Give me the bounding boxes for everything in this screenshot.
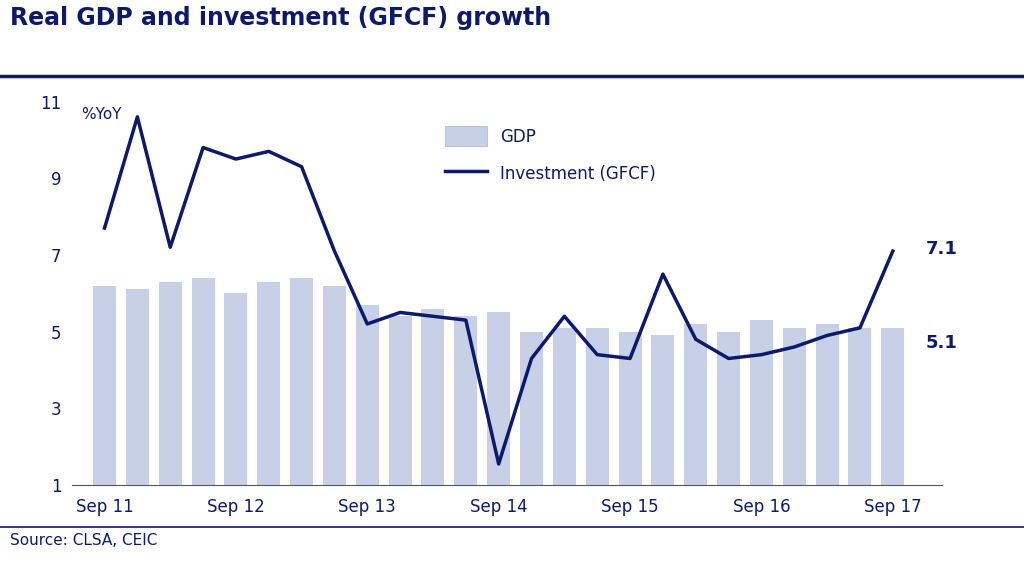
Bar [487,312,510,485]
Bar [882,328,904,485]
Bar [684,324,708,485]
Bar [422,309,444,485]
Bar [224,293,248,485]
Bar [257,282,281,485]
Bar [191,278,215,485]
Text: Source: CLSA, CEIC: Source: CLSA, CEIC [10,533,158,548]
Bar [290,278,313,485]
Bar [618,332,642,485]
Bar [816,324,839,485]
Bar [93,285,116,485]
Text: 5.1: 5.1 [926,334,957,352]
Bar [750,320,773,485]
Text: %YoY: %YoY [82,107,122,122]
Bar [389,316,412,485]
Bar [126,289,148,485]
Bar [717,332,740,485]
Bar [782,328,806,485]
Text: Real GDP and investment (GFCF) growth: Real GDP and investment (GFCF) growth [10,6,551,30]
Bar [159,282,181,485]
Bar [520,332,543,485]
Bar [355,305,379,485]
Bar [849,328,871,485]
Bar [553,328,575,485]
Bar [651,336,675,485]
Bar [455,316,477,485]
Legend: GDP, Investment (GFCF): GDP, Investment (GFCF) [436,117,665,192]
Bar [323,285,346,485]
Bar [586,328,608,485]
Text: 7.1: 7.1 [926,240,957,258]
